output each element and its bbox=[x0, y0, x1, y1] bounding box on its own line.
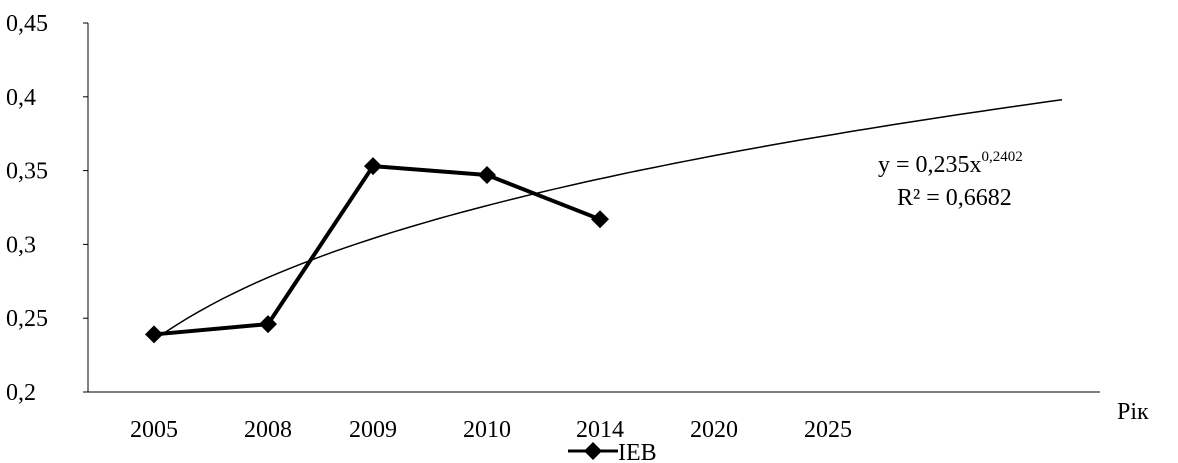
x-tick-label: 2008 bbox=[244, 417, 292, 443]
x-tick-label: 2009 bbox=[349, 417, 397, 443]
data-point-marker bbox=[259, 315, 277, 334]
data-point-marker bbox=[364, 157, 382, 176]
trendline-path bbox=[153, 99, 1063, 341]
data-point-marker bbox=[591, 210, 609, 229]
trendline-equation-prefix: y = 0,235x bbox=[878, 152, 982, 178]
legend: IEB bbox=[568, 440, 657, 463]
data-point-marker bbox=[145, 325, 163, 344]
trendline-equation-text: y = 0,235x0,2402 bbox=[878, 149, 1023, 178]
trendline-group bbox=[153, 99, 1063, 341]
trendline-equation: y = 0,235x0,2402 R² = 0,6682 bbox=[878, 149, 1023, 211]
trendline-r-squared: R² = 0,6682 bbox=[897, 185, 1012, 211]
y-tick-label: 0,4 bbox=[6, 85, 36, 111]
legend-label: IEB bbox=[618, 440, 657, 463]
x-tick-label: 2025 bbox=[804, 417, 852, 443]
y-tick-label: 0,3 bbox=[6, 232, 36, 258]
x-tick-label: 2014 bbox=[576, 417, 624, 443]
x-axis: 2005 2008 2009 2010 2014 2020 2025 bbox=[88, 391, 1100, 443]
trendline-equation-exponent: 0,2402 bbox=[982, 149, 1023, 165]
y-axis: 0,2 0,25 0,3 0,35 0,4 0,45 bbox=[6, 11, 89, 406]
x-axis-label: Рік bbox=[1117, 399, 1149, 425]
y-tick-label: 0,45 bbox=[6, 11, 48, 37]
series-group bbox=[145, 157, 609, 344]
x-tick-label: 2010 bbox=[463, 417, 511, 443]
x-tick-label: 2005 bbox=[130, 417, 178, 443]
series-line-ieb bbox=[153, 164, 601, 337]
x-tick-label: 2020 bbox=[690, 417, 738, 443]
legend-diamond-marker bbox=[584, 442, 602, 460]
data-point-marker bbox=[478, 166, 496, 185]
y-tick-label: 0,2 bbox=[6, 380, 36, 406]
y-tick-label: 0,25 bbox=[6, 306, 48, 332]
y-tick-label: 0,35 bbox=[6, 159, 48, 185]
